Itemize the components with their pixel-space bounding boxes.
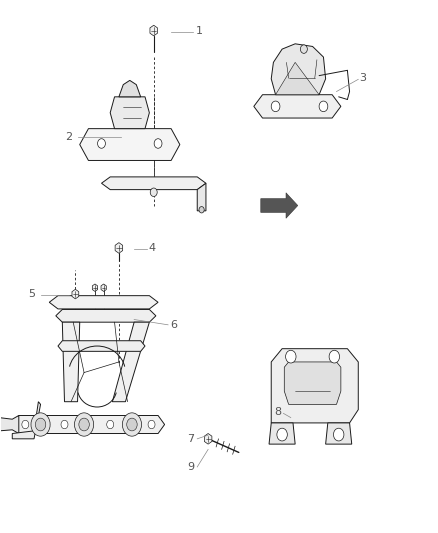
Circle shape (61, 420, 68, 429)
Text: 1: 1 (196, 26, 203, 36)
Polygon shape (113, 322, 149, 402)
Circle shape (31, 413, 50, 436)
Polygon shape (62, 322, 80, 402)
Circle shape (286, 350, 296, 363)
Text: 4: 4 (148, 243, 155, 253)
Text: 2: 2 (65, 132, 72, 142)
Text: 6: 6 (170, 320, 177, 330)
Polygon shape (150, 25, 158, 36)
Text: 8: 8 (274, 407, 281, 417)
Text: 5: 5 (28, 289, 35, 299)
Text: 7: 7 (187, 434, 194, 444)
Polygon shape (92, 284, 98, 292)
Circle shape (300, 45, 307, 53)
Polygon shape (12, 402, 41, 439)
Polygon shape (271, 44, 325, 95)
Circle shape (333, 428, 344, 441)
Circle shape (148, 420, 155, 429)
Polygon shape (12, 416, 165, 433)
Polygon shape (80, 128, 180, 160)
Polygon shape (119, 80, 141, 97)
Circle shape (35, 418, 46, 431)
Polygon shape (261, 193, 298, 218)
Circle shape (277, 428, 287, 441)
Polygon shape (115, 243, 123, 253)
Circle shape (150, 188, 157, 197)
Polygon shape (72, 289, 79, 299)
Polygon shape (56, 310, 156, 322)
Circle shape (271, 101, 280, 112)
Circle shape (154, 139, 162, 148)
Polygon shape (269, 423, 295, 444)
Polygon shape (58, 341, 145, 351)
Polygon shape (284, 362, 341, 405)
Circle shape (329, 350, 339, 363)
Text: 9: 9 (187, 462, 194, 472)
Polygon shape (271, 349, 358, 423)
Polygon shape (101, 284, 106, 292)
Circle shape (79, 418, 89, 431)
Polygon shape (49, 296, 158, 309)
Polygon shape (325, 423, 352, 444)
Polygon shape (110, 97, 149, 128)
Polygon shape (254, 95, 341, 118)
Polygon shape (197, 183, 206, 211)
Circle shape (98, 139, 106, 148)
Circle shape (122, 413, 141, 436)
Circle shape (107, 420, 114, 429)
Circle shape (74, 413, 94, 436)
Circle shape (199, 207, 204, 213)
Circle shape (319, 101, 328, 112)
Polygon shape (102, 177, 206, 190)
Circle shape (127, 418, 137, 431)
Text: 3: 3 (359, 73, 366, 83)
Polygon shape (0, 416, 19, 433)
Circle shape (22, 420, 29, 429)
Polygon shape (205, 433, 212, 444)
Polygon shape (276, 62, 319, 95)
